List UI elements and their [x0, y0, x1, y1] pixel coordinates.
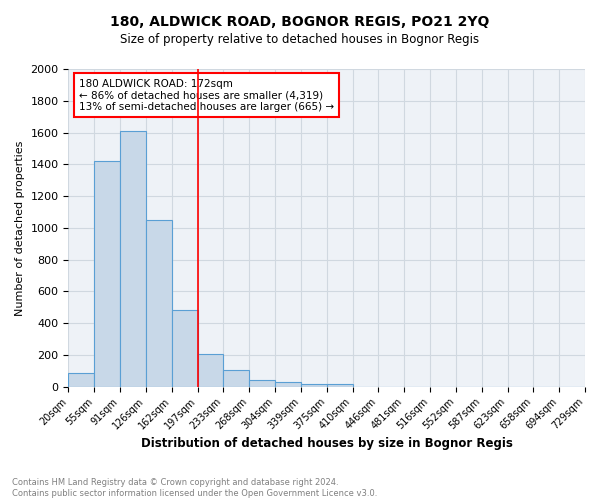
- Text: Size of property relative to detached houses in Bognor Regis: Size of property relative to detached ho…: [121, 32, 479, 46]
- Text: 180 ALDWICK ROAD: 172sqm
← 86% of detached houses are smaller (4,319)
13% of sem: 180 ALDWICK ROAD: 172sqm ← 86% of detach…: [79, 78, 334, 112]
- Y-axis label: Number of detached properties: Number of detached properties: [15, 140, 25, 316]
- Bar: [197, 354, 223, 386]
- Bar: [94, 161, 120, 386]
- Bar: [249, 380, 275, 386]
- Text: 180, ALDWICK ROAD, BOGNOR REGIS, PO21 2YQ: 180, ALDWICK ROAD, BOGNOR REGIS, PO21 2Y…: [110, 15, 490, 29]
- Bar: [146, 220, 172, 386]
- Bar: [301, 384, 327, 386]
- Bar: [68, 373, 94, 386]
- Bar: [120, 131, 146, 386]
- Bar: [327, 384, 353, 386]
- X-axis label: Distribution of detached houses by size in Bognor Regis: Distribution of detached houses by size …: [141, 437, 512, 450]
- Text: Contains HM Land Registry data © Crown copyright and database right 2024.
Contai: Contains HM Land Registry data © Crown c…: [12, 478, 377, 498]
- Bar: [223, 370, 249, 386]
- Bar: [275, 382, 301, 386]
- Bar: [172, 310, 197, 386]
